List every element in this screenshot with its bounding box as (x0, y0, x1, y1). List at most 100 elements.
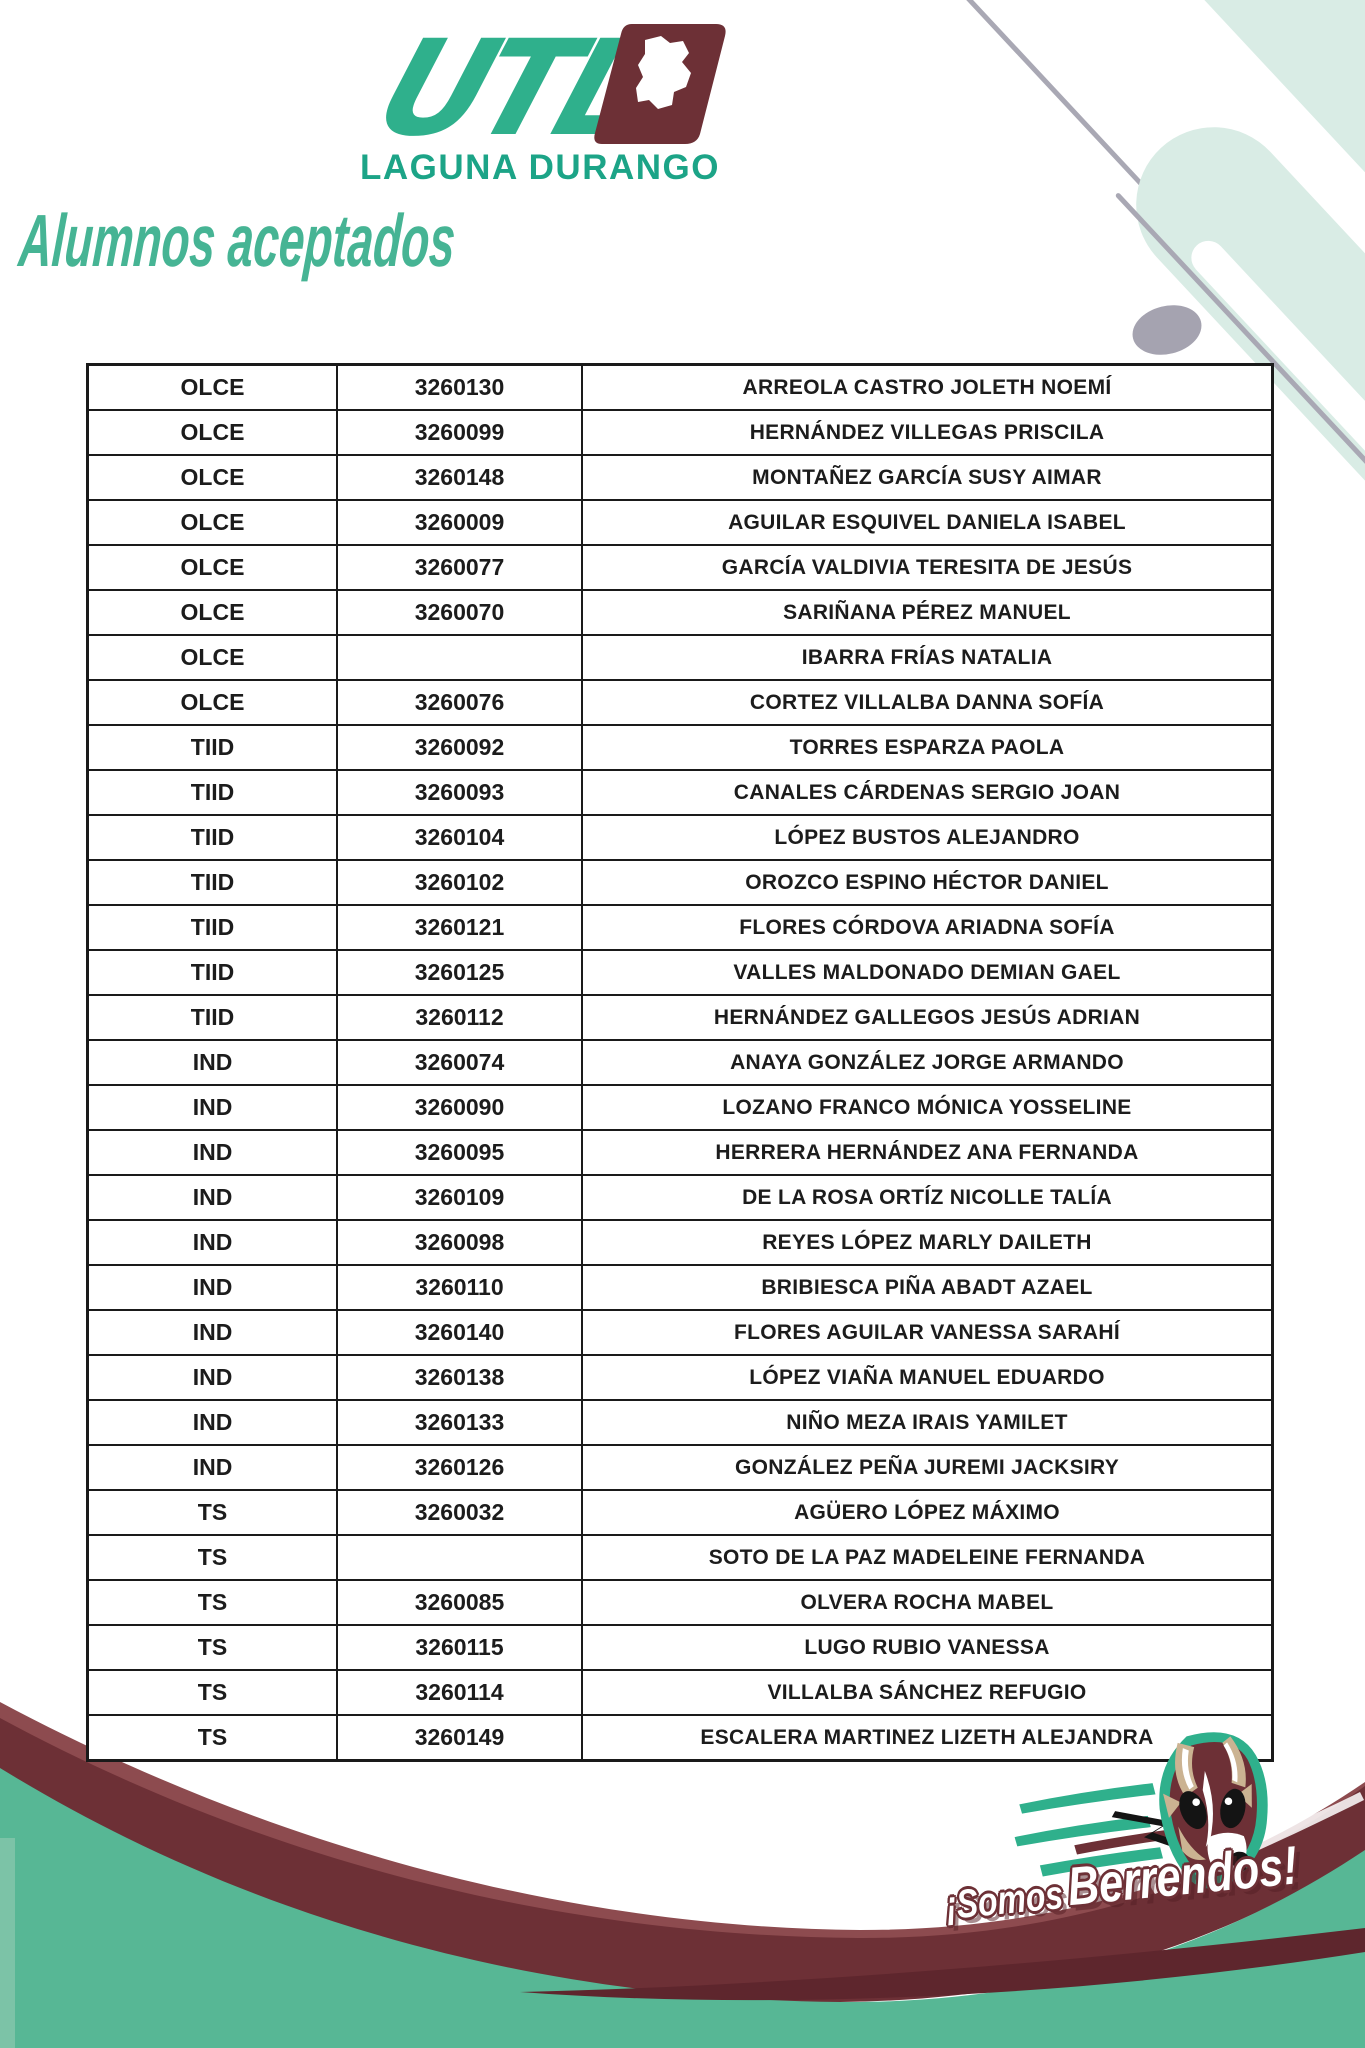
id-cell: 3260115 (336, 1624, 583, 1671)
table-row: TS 3260032 AGÜERO LÓPEZ MÁXIMO (86, 1489, 1274, 1536)
name-cell: AGUILAR ESQUIVEL DANIELA ISABEL (581, 499, 1274, 546)
program-cell: TS (86, 1579, 338, 1626)
program-cell: IND (86, 1354, 338, 1401)
id-cell: 3260149 (336, 1714, 583, 1762)
id-cell: 3260093 (336, 769, 583, 816)
program-cell: IND (86, 1264, 338, 1311)
table-row: IND 3260110 BRIBIESCA PIÑA ABADT AZAEL (86, 1264, 1274, 1311)
program-cell: TS (86, 1624, 338, 1671)
name-cell: LUGO RUBIO VANESSA (581, 1624, 1274, 1671)
name-cell: REYES LÓPEZ MARLY DAILETH (581, 1219, 1274, 1266)
id-cell: 3260126 (336, 1444, 583, 1491)
program-cell: OLCE (86, 679, 338, 726)
program-cell: IND (86, 1399, 338, 1446)
id-cell: 3260110 (336, 1264, 583, 1311)
table-row: OLCE 3260148 MONTAÑEZ GARCÍA SUSY AIMAR (86, 454, 1274, 501)
table-row: TIID 3260121 FLORES CÓRDOVA ARIADNA SOFÍA (86, 904, 1274, 951)
table-row: TIID 3260104 LÓPEZ BUSTOS ALEJANDRO (86, 814, 1274, 861)
id-cell: 3260009 (336, 499, 583, 546)
program-cell: OLCE (86, 634, 338, 681)
slogan-prefix: ¡Somos (943, 1872, 1066, 1928)
table-row: IND 3260138 LÓPEZ VIAÑA MANUEL EDUARDO (86, 1354, 1274, 1401)
id-cell: 3260121 (336, 904, 583, 951)
name-cell: IBARRA FRÍAS NATALIA (581, 634, 1274, 681)
table-row: IND 3260074 ANAYA GONZÁLEZ JORGE ARMANDO (86, 1039, 1274, 1086)
utl-logo: UTL (360, 18, 726, 153)
program-cell: IND (86, 1309, 338, 1356)
ribbon-dark-sliver (520, 1928, 1365, 2001)
id-cell: 3260125 (336, 949, 583, 996)
program-cell: OLCE (86, 589, 338, 636)
id-cell: 3260077 (336, 544, 583, 591)
program-cell: OLCE (86, 409, 338, 456)
name-cell: GARCÍA VALDIVIA TERESITA DE JESÚS (581, 544, 1274, 591)
id-cell (336, 1534, 583, 1581)
table-row: IND 3260140 FLORES AGUILAR VANESSA SARAHÍ (86, 1309, 1274, 1356)
table-row: IND 3260098 REYES LÓPEZ MARLY DAILETH (86, 1219, 1274, 1266)
name-cell: OLVERA ROCHA MABEL (581, 1579, 1274, 1626)
id-cell: 3260114 (336, 1669, 583, 1716)
program-cell: OLCE (86, 454, 338, 501)
program-cell: OLCE (86, 544, 338, 591)
id-cell (336, 634, 583, 681)
program-cell: TS (86, 1489, 338, 1536)
id-cell: 3260076 (336, 679, 583, 726)
table-row: TIID 3260102 OROZCO ESPINO HÉCTOR DANIEL (86, 859, 1274, 906)
program-cell: TIID (86, 949, 338, 996)
id-cell: 3260074 (336, 1039, 583, 1086)
name-cell: NIÑO MEZA IRAIS YAMILET (581, 1399, 1274, 1446)
id-cell: 3260085 (336, 1579, 583, 1626)
name-cell: GONZÁLEZ PEÑA JUREMI JACKSIRY (581, 1444, 1274, 1491)
name-cell: VILLALBA SÁNCHEZ REFUGIO (581, 1669, 1274, 1716)
id-cell: 3260112 (336, 994, 583, 1041)
program-cell: OLCE (86, 363, 338, 411)
id-cell: 3260138 (336, 1354, 583, 1401)
ribbon-maroon-highlight (0, 1702, 1365, 1956)
name-cell: SOTO DE LA PAZ MADELEINE FERNANDA (581, 1534, 1274, 1581)
table-row: IND 3260090 LOZANO FRANCO MÓNICA YOSSELINE (86, 1084, 1274, 1131)
table-row: TS 3260115 LUGO RUBIO VANESSA (86, 1624, 1274, 1671)
id-cell: 3260148 (336, 454, 583, 501)
table-row: OLCE 3260077 GARCÍA VALDIVIA TERESITA DE J… (86, 544, 1274, 591)
ribbon-left-strip (0, 1838, 15, 2048)
program-cell: OLCE (86, 499, 338, 546)
program-cell: IND (86, 1174, 338, 1221)
name-cell: SARIÑANA PÉREZ MANUEL (581, 589, 1274, 636)
id-cell: 3260099 (336, 409, 583, 456)
program-cell: IND (86, 1444, 338, 1491)
id-cell: 3260130 (336, 363, 583, 411)
name-cell: ANAYA GONZÁLEZ JORGE ARMANDO (581, 1039, 1274, 1086)
id-cell: 3260092 (336, 724, 583, 771)
program-cell: IND (86, 1084, 338, 1131)
durango-d-block (594, 24, 726, 144)
name-cell: CANALES CÁRDENAS SERGIO JOAN (581, 769, 1274, 816)
name-cell: HERNÁNDEZ GALLEGOS JESÚS ADRIAN (581, 994, 1274, 1041)
table-row: TIID 3260125 VALLES MALDONADO DEMIAN GAEL (86, 949, 1274, 996)
name-cell: FLORES CÓRDOVA ARIADNA SOFÍA (581, 904, 1274, 951)
id-cell: 3260133 (336, 1399, 583, 1446)
program-cell: TS (86, 1534, 338, 1581)
name-cell: TORRES ESPARZA PAOLA (581, 724, 1274, 771)
durango-map-silhouette (636, 36, 691, 109)
id-cell: 3260070 (336, 589, 583, 636)
table-row: TS SOTO DE LA PAZ MADELEINE FERNANDA (86, 1534, 1274, 1581)
table-row: IND 3260126 GONZÁLEZ PEÑA JUREMI JACKSIRY (86, 1444, 1274, 1491)
name-cell: CORTEZ VILLALBA DANNA SOFÍA (581, 679, 1274, 726)
table-row: IND 3260095 HERRERA HERNÁNDEZ ANA FERNANDA (86, 1129, 1274, 1176)
mascot-head (1159, 1732, 1268, 1889)
table-row: OLCE 3260070 SARIÑANA PÉREZ MANUEL (86, 589, 1274, 636)
table-row: TIID 3260112 HERNÁNDEZ GALLEGOS JESÚS ADRI… (86, 994, 1274, 1041)
id-cell: 3260104 (336, 814, 583, 861)
name-cell: MONTAÑEZ GARCÍA SUSY AIMAR (581, 454, 1274, 501)
program-cell: IND (86, 1219, 338, 1266)
table-row: IND 3260133 NIÑO MEZA IRAIS YAMILET (86, 1399, 1274, 1446)
name-cell: FLORES AGUILAR VANESSA SARAHÍ (581, 1309, 1274, 1356)
id-cell: 3260032 (336, 1489, 583, 1536)
name-cell: LÓPEZ BUSTOS ALEJANDRO (581, 814, 1274, 861)
ribbon-maroon-band (0, 1718, 1365, 2003)
page-title: Alumnos aceptados (16, 199, 458, 282)
table-row: OLCE 3260009 AGUILAR ESQUIVEL DANIELA ISAB… (86, 499, 1274, 546)
name-cell: LOZANO FRANCO MÓNICA YOSSELINE (581, 1084, 1274, 1131)
table-row: OLCE 3260099 HERNÁNDEZ VILLEGAS PRISCILA (86, 409, 1274, 456)
program-cell: TIID (86, 994, 338, 1041)
